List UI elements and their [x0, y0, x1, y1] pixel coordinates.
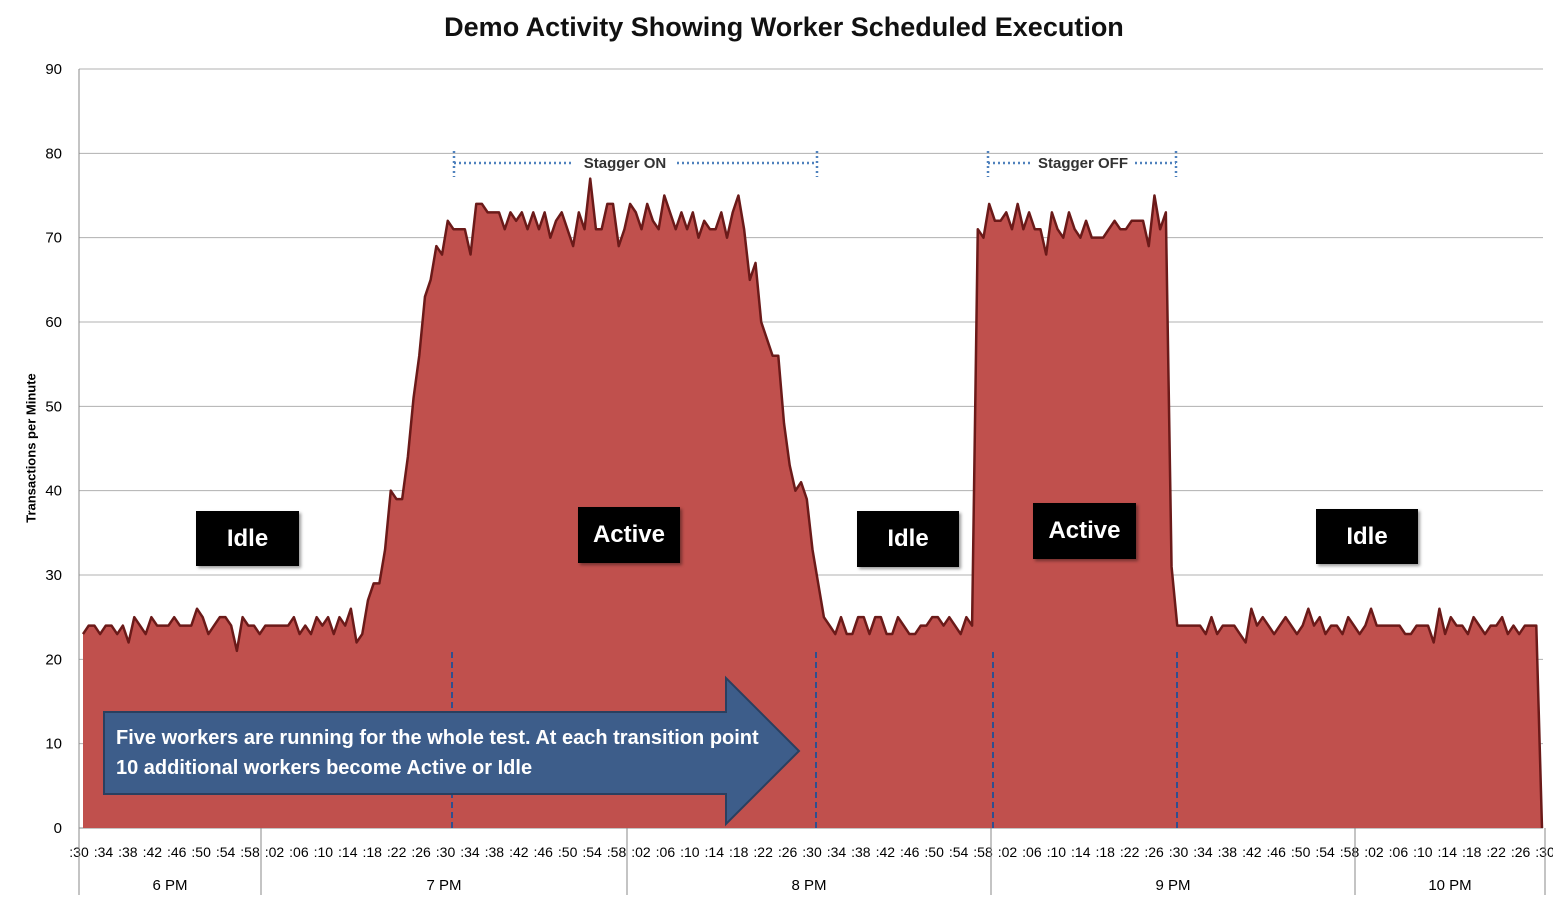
y-tick-label: 60 [45, 314, 62, 331]
y-tick-label: 40 [45, 483, 62, 500]
stagger-on-label: Stagger ON [584, 155, 667, 172]
x-tick-label: :50 [558, 844, 578, 860]
x-tick-label: :14 [705, 844, 725, 860]
x-tick-label: :26 [1144, 844, 1164, 860]
x-tick-label: :06 [1389, 844, 1409, 860]
x-tick-label: :02 [265, 844, 285, 860]
callout-text: Five workers are running for the whole t… [116, 727, 759, 779]
stagger-annotations: Stagger ON Stagger OFF [452, 151, 1178, 177]
x-hour-label: 9 PM [1155, 877, 1190, 894]
y-tick-label: 30 [45, 567, 62, 584]
x-tick-label: :58 [973, 844, 993, 860]
x-tick-label: :14 [338, 844, 358, 860]
x-tick-label: :26 [778, 844, 798, 860]
x-tick-label: :54 [216, 844, 236, 860]
stagger-off-label: Stagger OFF [1038, 155, 1128, 172]
x-tick-label: :18 [1462, 844, 1482, 860]
region-label-idle-3: Idle [1316, 509, 1418, 564]
x-hour-label: 10 PM [1428, 877, 1471, 894]
x-tick-label: :10 [1047, 844, 1067, 860]
x-tick-label: :22 [1120, 844, 1140, 860]
x-tick-label: :22 [1486, 844, 1506, 860]
area-line [81, 177, 1544, 829]
x-tick-label: :30 [1535, 844, 1553, 860]
x-tick-label: :54 [949, 844, 969, 860]
x-tick-label: :50 [191, 844, 211, 860]
x-tick-label: :02 [1364, 844, 1384, 860]
x-tick-label: :22 [753, 844, 773, 860]
x-tick-label: :10 [680, 844, 700, 860]
x-tick-label: :54 [1315, 844, 1335, 860]
x-tick-label: :10 [314, 844, 334, 860]
y-tick-label: 0 [54, 820, 62, 837]
x-hour-label: 8 PM [791, 877, 826, 894]
x-tick-label: :58 [240, 844, 260, 860]
x-hour-label: 6 PM [152, 877, 187, 894]
x-tick-label: :14 [1438, 844, 1458, 860]
y-tick-label: 10 [45, 736, 62, 753]
x-tick-label: :06 [1022, 844, 1042, 860]
x-tick-label: :38 [118, 844, 138, 860]
x-tick-label: :34 [460, 844, 480, 860]
x-tick-label: :26 [1511, 844, 1531, 860]
y-tick-label: 90 [45, 61, 62, 78]
x-tick-label: :26 [411, 844, 431, 860]
y-tick-label: 80 [45, 145, 62, 162]
x-tick-label: :38 [1218, 844, 1238, 860]
x-tick-label: :54 [582, 844, 602, 860]
x-tick-label: :50 [924, 844, 944, 860]
x-tick-label: :38 [851, 844, 871, 860]
x-tick-label: :22 [387, 844, 407, 860]
chart-title: Demo Activity Showing Worker Scheduled E… [444, 12, 1124, 42]
x-tick-label: :58 [607, 844, 627, 860]
x-tick-label: :46 [1266, 844, 1286, 860]
y-tick-label: 70 [45, 230, 62, 247]
x-tick-label: :18 [362, 844, 382, 860]
x-tick-label: :42 [143, 844, 163, 860]
x-tick-label: :02 [998, 844, 1018, 860]
x-tick-label: :50 [1291, 844, 1311, 860]
callout-arrow-shape [103, 675, 801, 827]
x-tick-label: :18 [729, 844, 749, 860]
x-tick-label: :42 [876, 844, 896, 860]
region-label-active-1: Active [578, 507, 680, 563]
x-tick-label: :10 [1413, 844, 1433, 860]
x-tick-label: :14 [1071, 844, 1091, 860]
x-tick-label: :58 [1340, 844, 1360, 860]
x-tick-label: :46 [900, 844, 920, 860]
x-axis: :30:34:38:42:46:50:54:58:02:06:10:14:18:… [69, 828, 1553, 895]
region-label-active-2: Active [1033, 503, 1136, 559]
x-tick-label: :06 [289, 844, 309, 860]
x-tick-label: :30 [1169, 844, 1189, 860]
x-hour-label: 7 PM [426, 877, 461, 894]
x-tick-label: :42 [509, 844, 529, 860]
y-tick-label: 20 [45, 651, 62, 668]
callout-arrow [103, 675, 801, 827]
region-label-idle-1: Idle [196, 511, 299, 566]
y-tick-labels: 0 10 20 30 40 50 60 70 80 90 [45, 61, 62, 837]
x-tick-label: :46 [167, 844, 187, 860]
region-label-idle-2: Idle [857, 511, 959, 567]
x-tick-label: :18 [1095, 844, 1115, 860]
x-tick-label: :34 [94, 844, 114, 860]
x-tick-label: :34 [827, 844, 847, 860]
x-tick-label: :30 [802, 844, 822, 860]
x-tick-label: :38 [485, 844, 505, 860]
x-tick-label: :46 [533, 844, 553, 860]
x-tick-label: :34 [1193, 844, 1213, 860]
x-tick-label: :30 [436, 844, 456, 860]
x-tick-label: :42 [1242, 844, 1262, 860]
x-tick-label: :02 [631, 844, 651, 860]
x-tick-label: :06 [656, 844, 676, 860]
y-tick-label: 50 [45, 398, 62, 415]
